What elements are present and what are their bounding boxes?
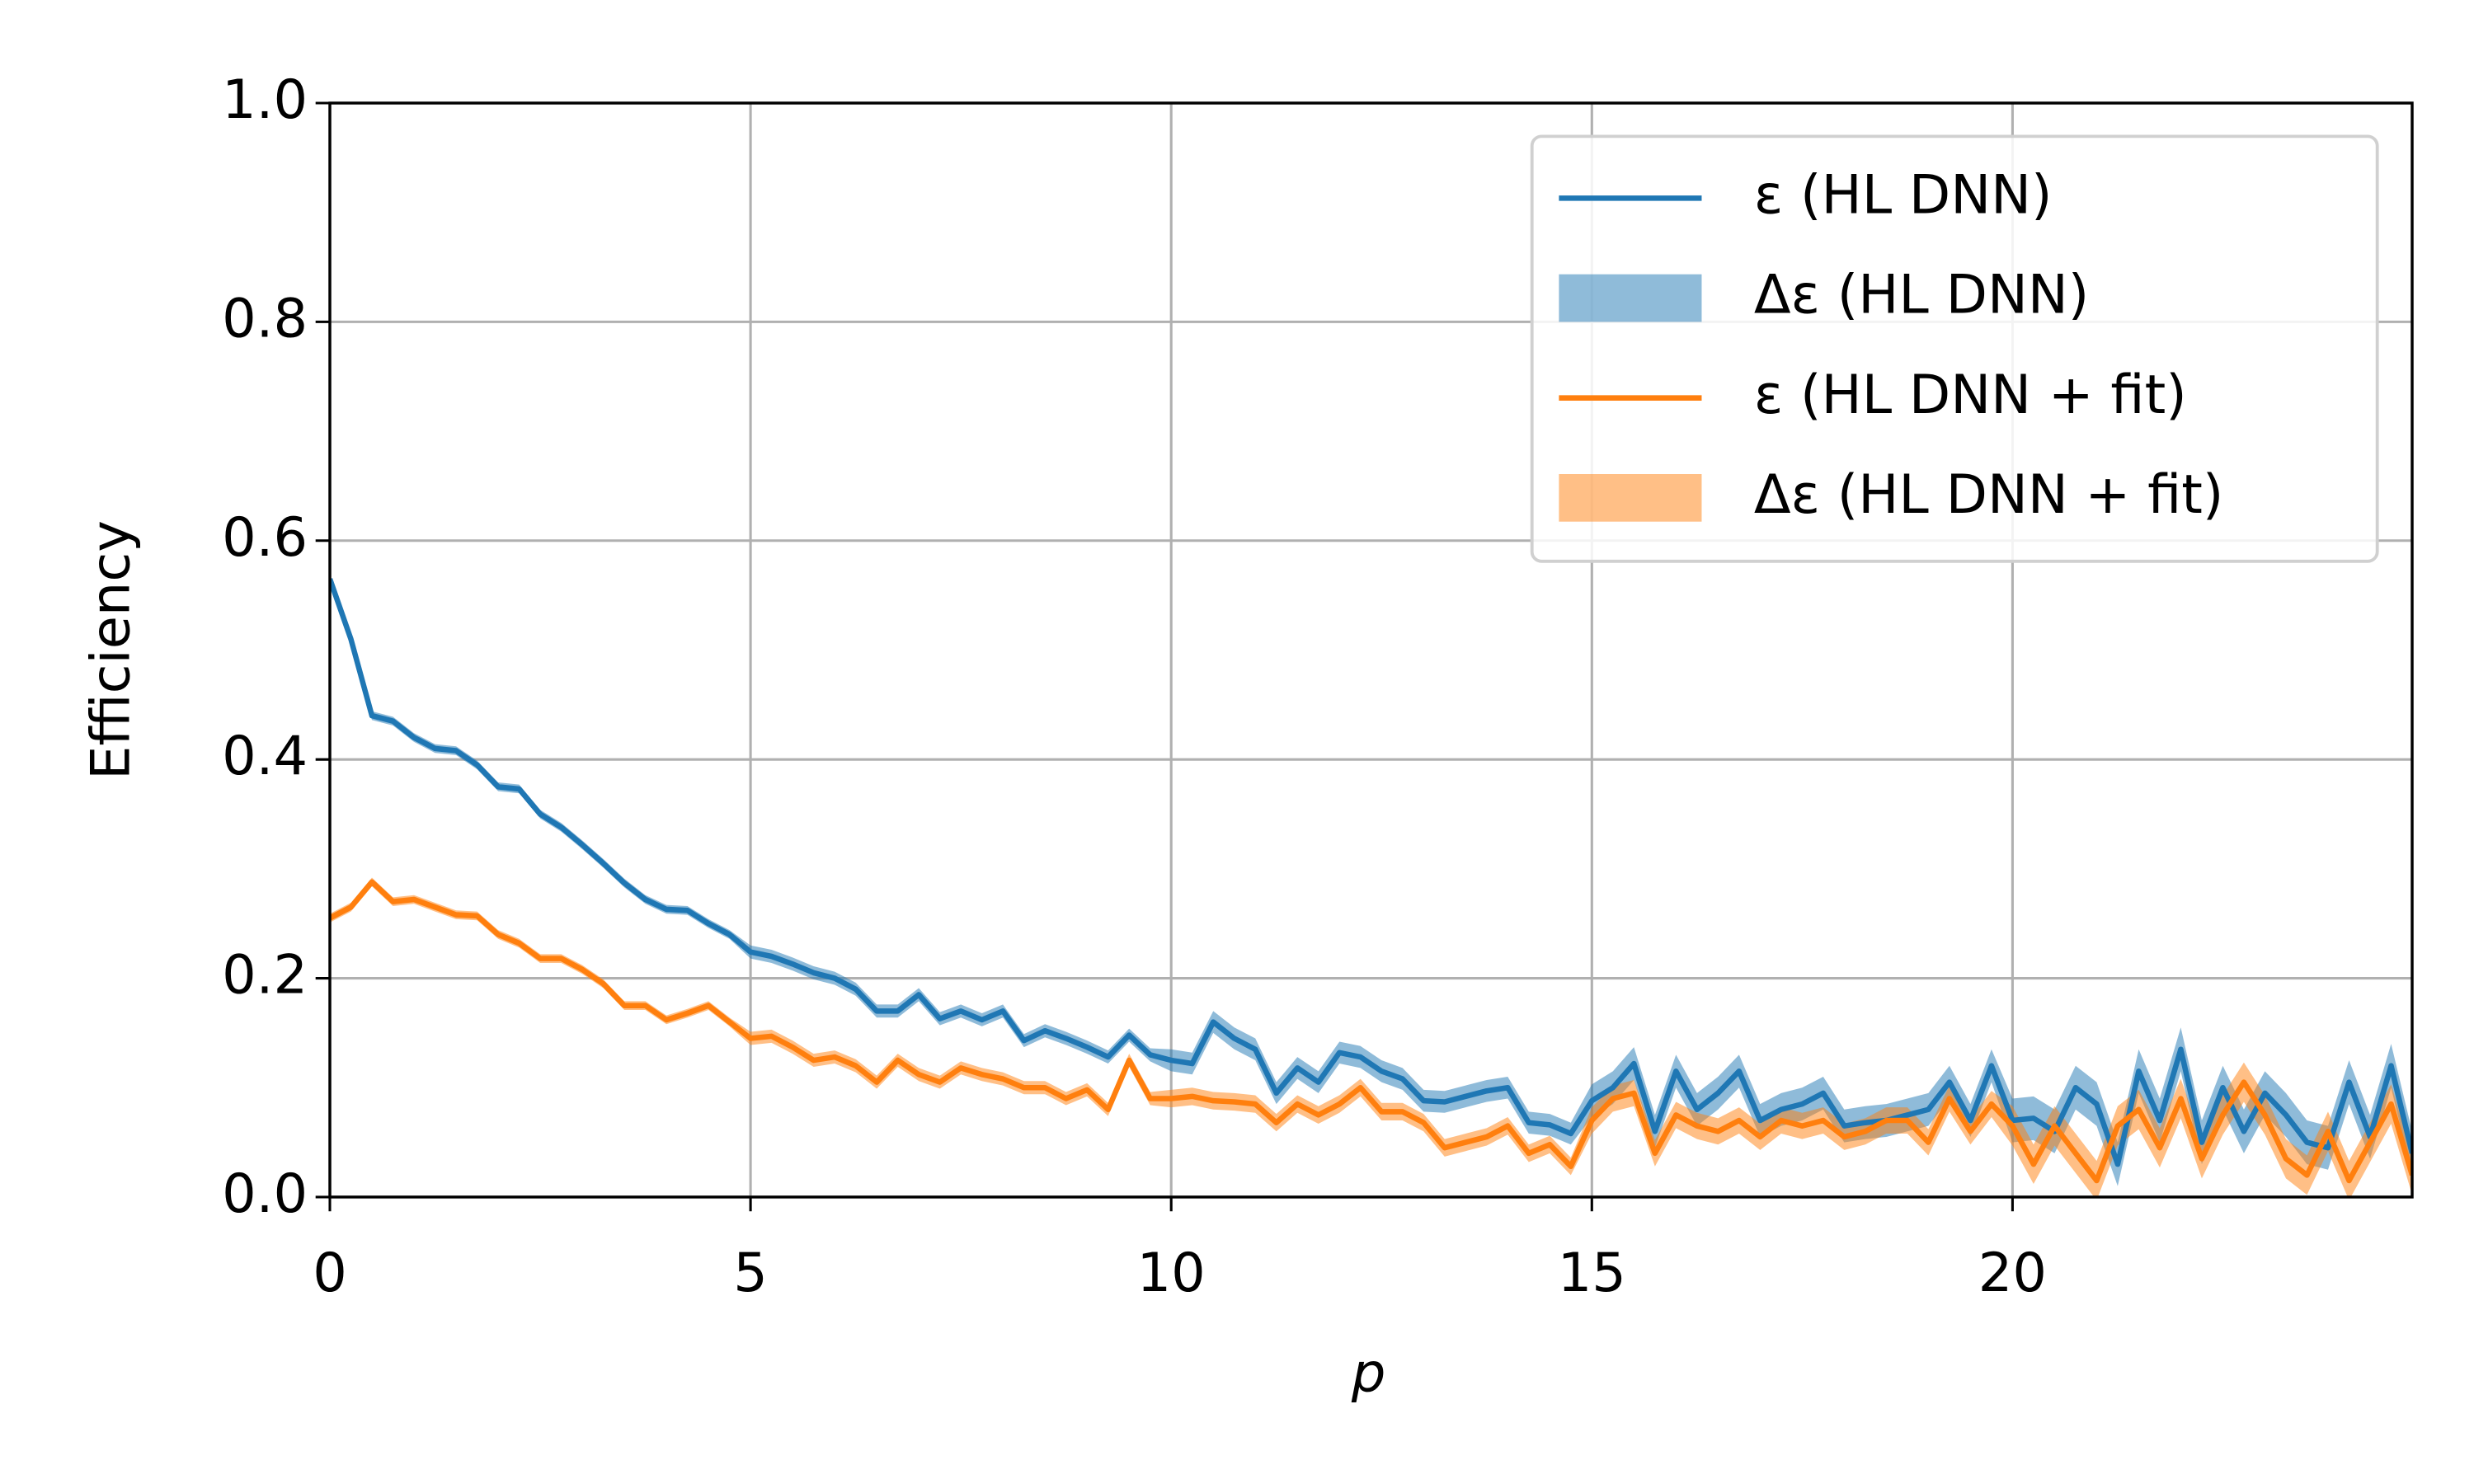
legend-band — [1559, 474, 1702, 522]
y-tick-label: 0.8 — [222, 287, 308, 350]
plot-frame — [328, 101, 2414, 1199]
x-tick-label: 5 — [733, 1242, 768, 1304]
line — [330, 879, 2412, 1184]
x-tick-label: 15 — [1558, 1242, 1626, 1304]
x-tick-label: 20 — [1978, 1242, 2047, 1304]
error-band — [330, 877, 2412, 1197]
y-tick-label: 1.0 — [222, 68, 308, 131]
legend-label: Δε (HL DNN + fit) — [1754, 463, 2224, 526]
line — [330, 578, 2412, 1167]
x-tick-label: 10 — [1137, 1242, 1206, 1304]
legend-band — [1559, 274, 1702, 322]
legend-box — [1530, 134, 2379, 563]
x-axis-label: p — [1351, 1341, 1386, 1404]
y-tick-label: 0.4 — [222, 725, 308, 787]
legend-label: Δε (HL DNN) — [1754, 264, 2089, 326]
y-tick-label: 0.0 — [222, 1162, 308, 1225]
legend-label: ε (HL DNN + fit) — [1754, 364, 2187, 426]
y-axis-label: Efficiency — [80, 520, 143, 780]
y-tick-label: 0.2 — [222, 944, 308, 1007]
x-tick-label: 0 — [313, 1242, 347, 1304]
y-tick-label: 0.6 — [222, 506, 308, 569]
legend-label: ε (HL DNN) — [1754, 163, 2053, 226]
